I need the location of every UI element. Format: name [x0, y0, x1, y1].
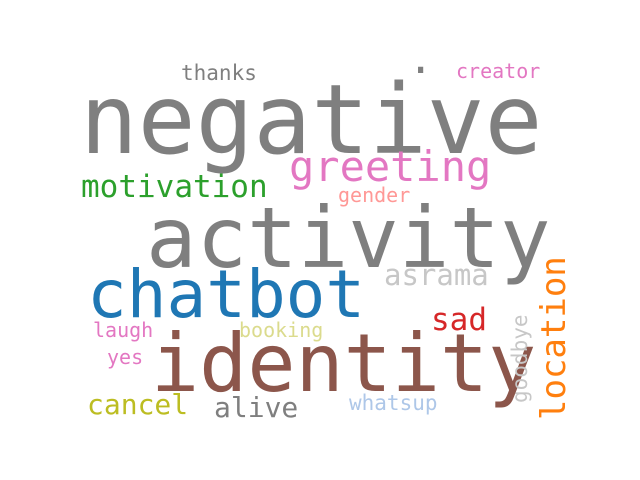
word-laugh: laugh — [93, 318, 154, 342]
word-greeting: greeting — [289, 142, 492, 191]
word-alive: alive — [214, 391, 299, 424]
word-booking: booking — [239, 318, 324, 342]
word-asrama: asrama — [384, 258, 489, 292]
word-chatbot: chatbot — [87, 256, 366, 333]
word-motivation: motivation — [81, 169, 268, 205]
word-thanks: thanks — [181, 61, 257, 85]
word-dot: . — [408, 34, 434, 83]
word-sad: sad — [431, 302, 487, 338]
word-location: location — [534, 256, 574, 420]
word-yes: yes — [107, 345, 144, 369]
word-activity: activity — [146, 189, 551, 287]
word-negative: negative — [80, 64, 543, 176]
word-cancel: cancel — [87, 388, 189, 421]
word-whatsup: whatsup — [349, 391, 438, 415]
word-identity: identity — [151, 317, 537, 410]
word-goodbye: goodbye — [508, 314, 532, 403]
word-gender: gender — [338, 183, 411, 207]
word-creator: creator — [456, 59, 541, 83]
